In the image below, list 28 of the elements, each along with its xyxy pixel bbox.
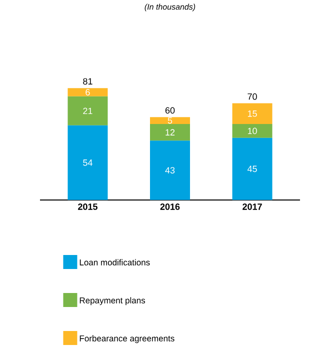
bar bbox=[150, 140, 190, 200]
data-label: 15 bbox=[248, 110, 257, 117]
legend-label: Repayment plans bbox=[80, 297, 146, 306]
data-label: 54 bbox=[83, 160, 92, 166]
data-label: 6 bbox=[86, 89, 90, 96]
data-label: 12 bbox=[166, 129, 175, 136]
total-label: 81 bbox=[83, 78, 92, 85]
legend-label: Forbearance agreements bbox=[80, 335, 174, 344]
bar bbox=[232, 138, 272, 200]
data-label: 5 bbox=[168, 117, 172, 124]
data-label: 21 bbox=[83, 108, 92, 114]
bar bbox=[150, 117, 190, 124]
chart-subtitle: (In thousands) bbox=[144, 4, 196, 12]
total-label: 70 bbox=[248, 93, 257, 100]
bar bbox=[68, 96, 108, 126]
bar bbox=[68, 125, 108, 200]
total-label: 60 bbox=[165, 107, 175, 114]
legend-label: Loan modifications bbox=[80, 259, 150, 266]
bar bbox=[232, 103, 272, 124]
data-label: 10 bbox=[248, 128, 257, 134]
x-tick-label: 2016 bbox=[160, 204, 180, 210]
x-tick-label: 2015 bbox=[78, 204, 98, 210]
x-tick-label: 2017 bbox=[242, 204, 262, 210]
data-label: 45 bbox=[247, 166, 257, 172]
data-label: 43 bbox=[165, 167, 175, 174]
bar bbox=[150, 124, 190, 141]
bar bbox=[232, 124, 272, 138]
bar bbox=[68, 88, 108, 96]
